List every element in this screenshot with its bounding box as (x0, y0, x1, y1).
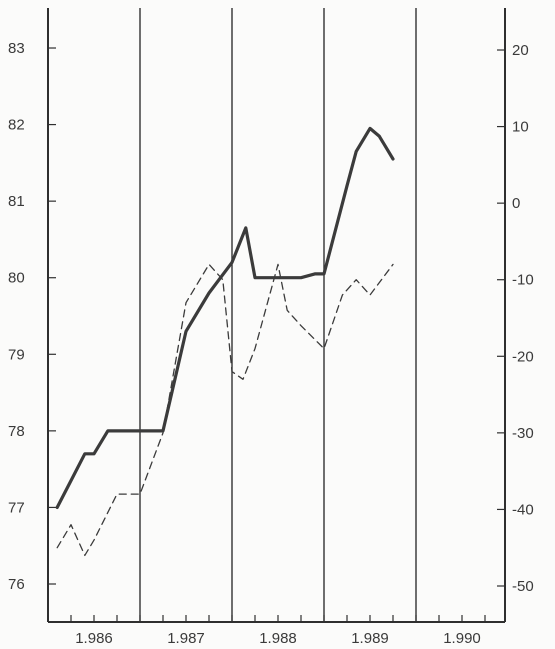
x-tick-label: 1.988 (259, 630, 297, 647)
right-tick-label: -20 (512, 348, 534, 365)
right-tick-label: -40 (512, 501, 534, 518)
right-tick-label: 20 (512, 42, 529, 59)
left-tick-label: 78 (8, 423, 25, 440)
right-tick-label: -30 (512, 425, 534, 442)
series-solid-line (55, 126, 395, 509)
right-tick-label: 10 (512, 119, 529, 136)
left-tick-label: 81 (8, 193, 25, 210)
left-tick-label: 83 (8, 40, 25, 57)
right-tick-label: -50 (512, 578, 534, 595)
right-tick-label: -10 (512, 272, 534, 289)
left-tick-label: 79 (8, 346, 25, 363)
x-tick-label: 1.987 (167, 630, 205, 647)
x-tick-label: 1.989 (351, 630, 389, 647)
x-tick-label: 1.986 (75, 630, 113, 647)
left-tick-label: 76 (8, 576, 25, 593)
left-tick-label: 82 (8, 117, 25, 134)
left-tick-label: 77 (8, 499, 25, 516)
right-tick-label: 0 (512, 195, 520, 212)
series-dashed-line (56, 263, 394, 557)
x-tick-label: 1.990 (443, 630, 481, 647)
left-tick-label: 80 (8, 270, 25, 287)
